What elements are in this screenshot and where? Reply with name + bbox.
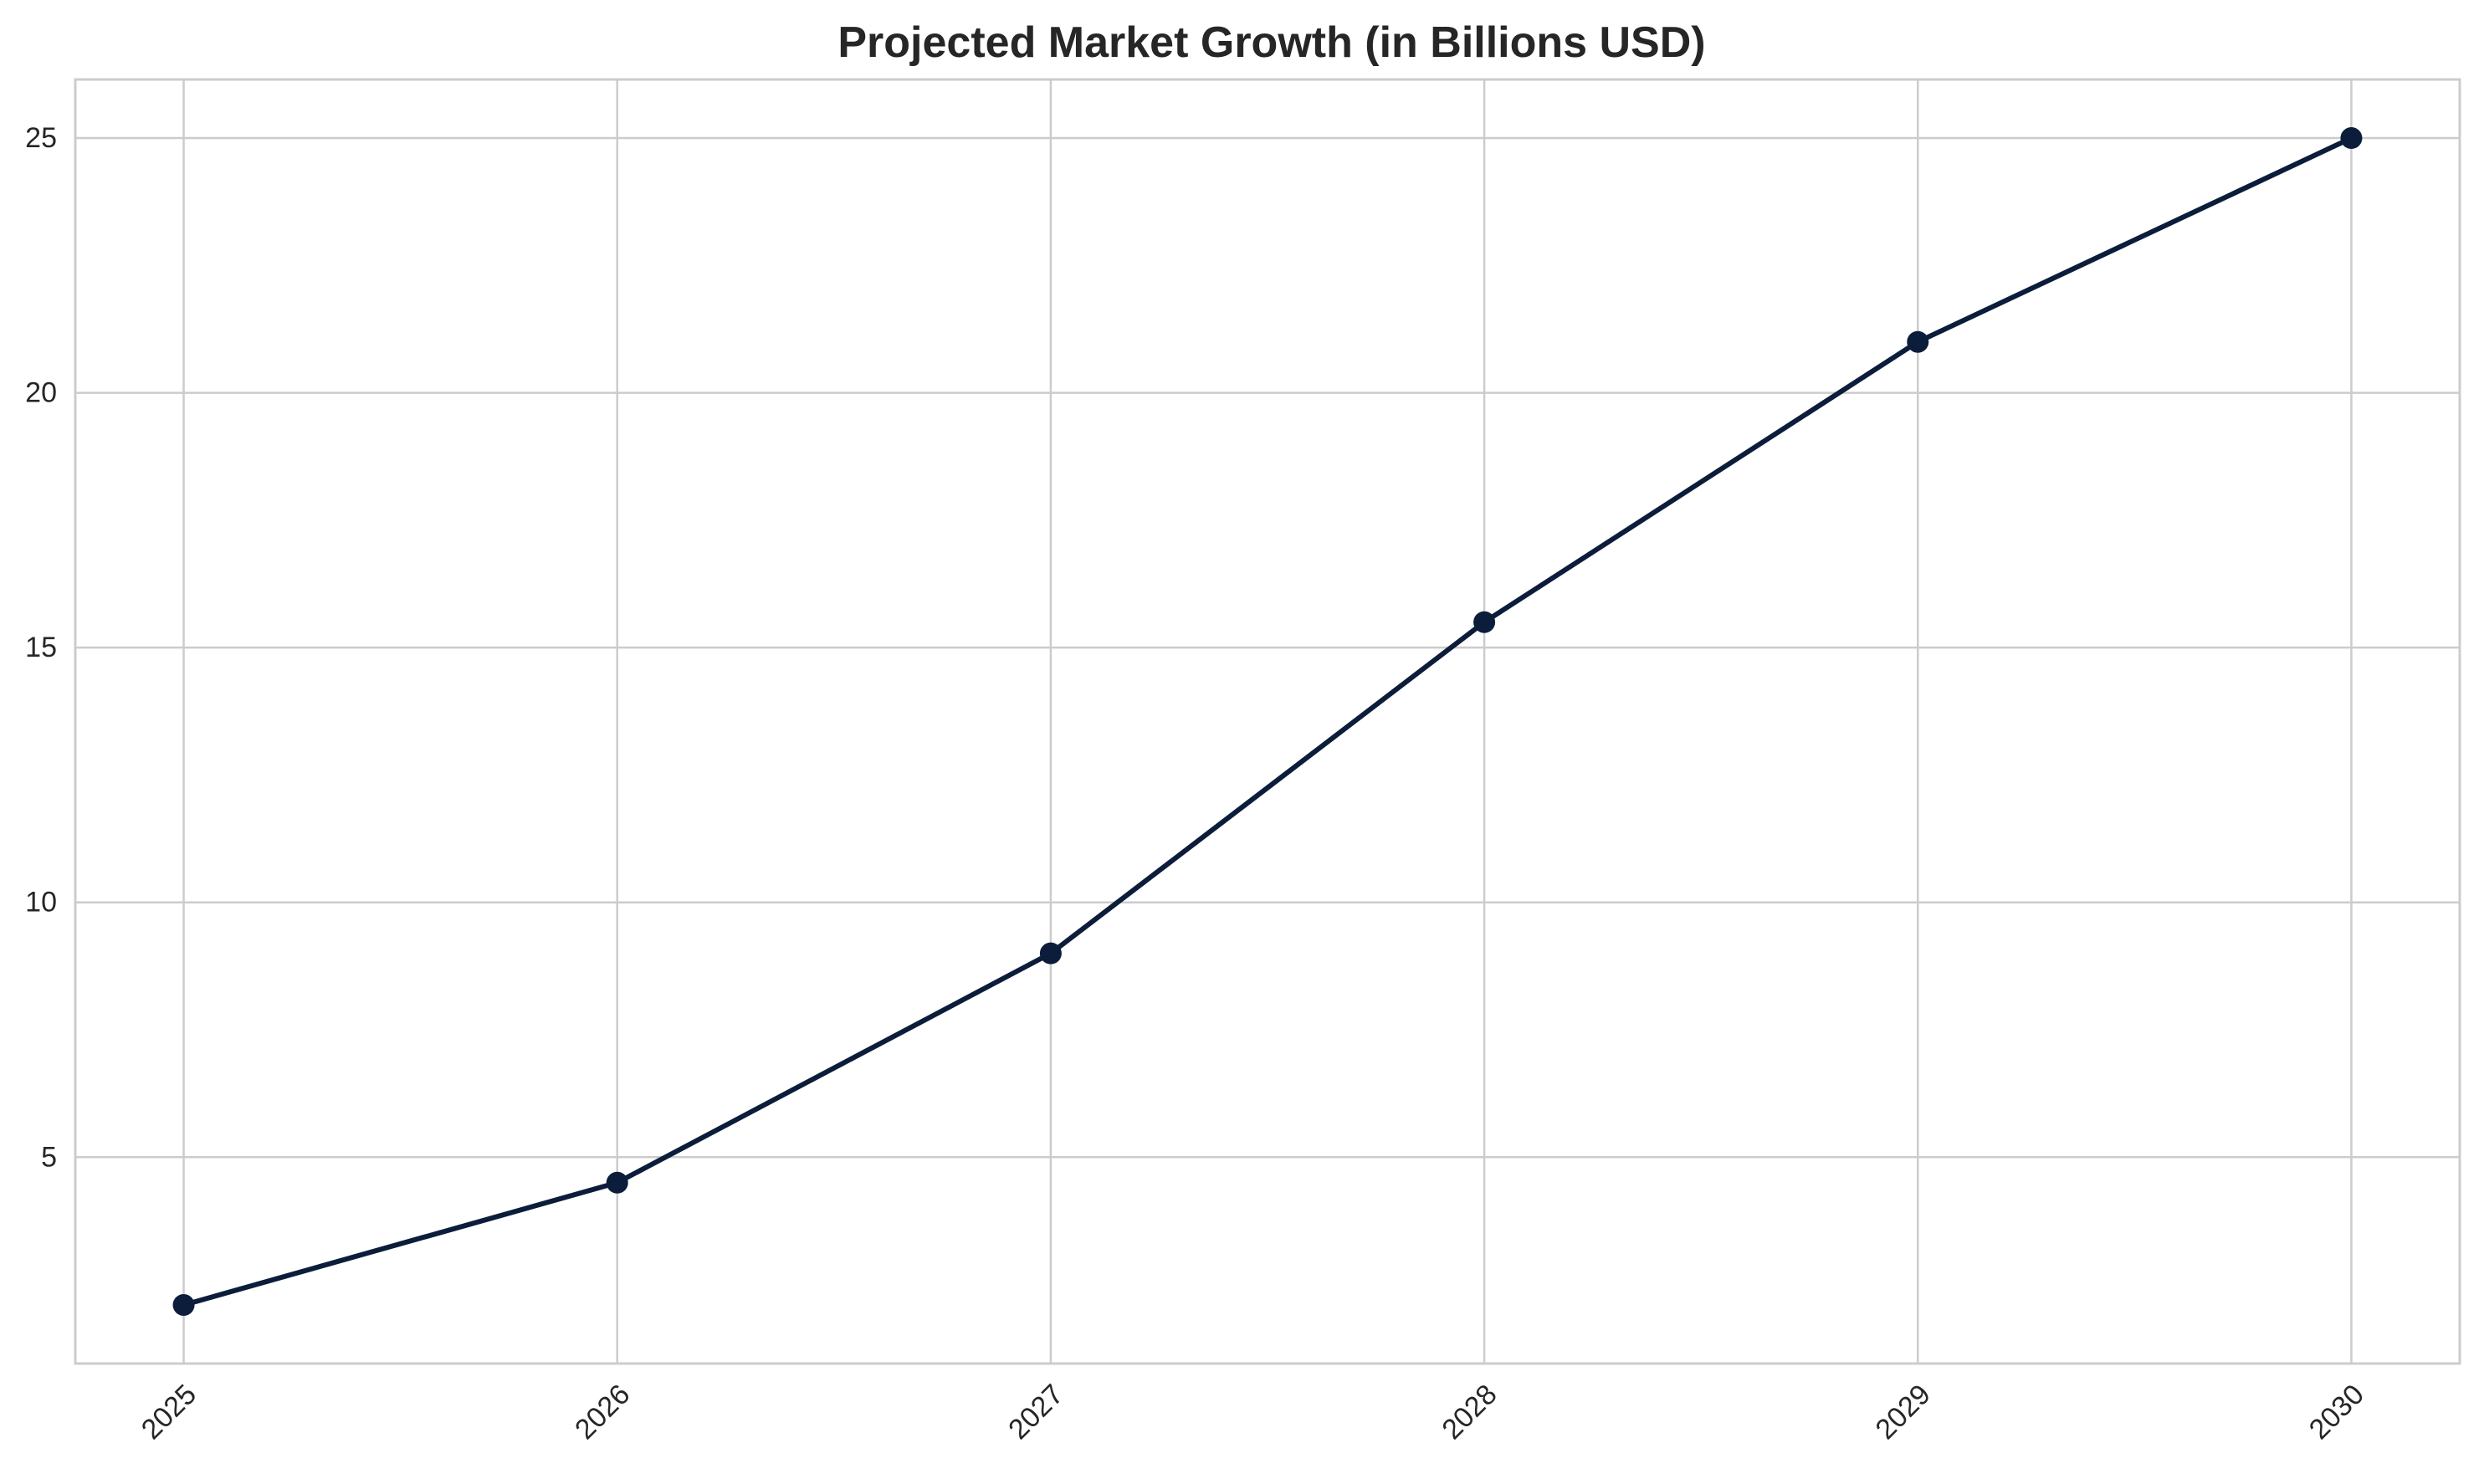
x-axis-ticks: 2025 2026 2027 2028 2029 2030 [136, 1379, 2370, 1446]
data-point [606, 1171, 628, 1194]
y-tick-label: 25 [25, 122, 57, 154]
data-point [172, 1293, 195, 1316]
grid [75, 79, 2460, 1364]
y-tick-label: 20 [25, 377, 57, 409]
y-tick-label: 10 [25, 887, 57, 919]
axes-frame [74, 78, 2461, 1365]
x-tick-label: 2029 [1870, 1379, 1937, 1446]
data-point [1473, 611, 1496, 633]
series-layer [172, 127, 2363, 1316]
y-tick-label: 5 [41, 1141, 57, 1173]
data-point [1039, 942, 1062, 965]
x-tick-label: 2025 [136, 1379, 202, 1446]
data-point [1907, 330, 1929, 353]
x-tick-label: 2027 [1002, 1379, 1069, 1446]
y-axis-ticks: 5 10 15 20 25 [25, 122, 57, 1173]
x-tick-label: 2026 [569, 1379, 636, 1446]
chart-title: Projected Market Growth (in Billions USD… [837, 18, 1705, 67]
x-tick-label: 2028 [1436, 1379, 1503, 1446]
y-tick-label: 15 [25, 632, 57, 663]
data-point [2340, 127, 2363, 150]
series-line [181, 136, 2354, 1307]
x-tick-label: 2030 [2303, 1379, 2370, 1446]
